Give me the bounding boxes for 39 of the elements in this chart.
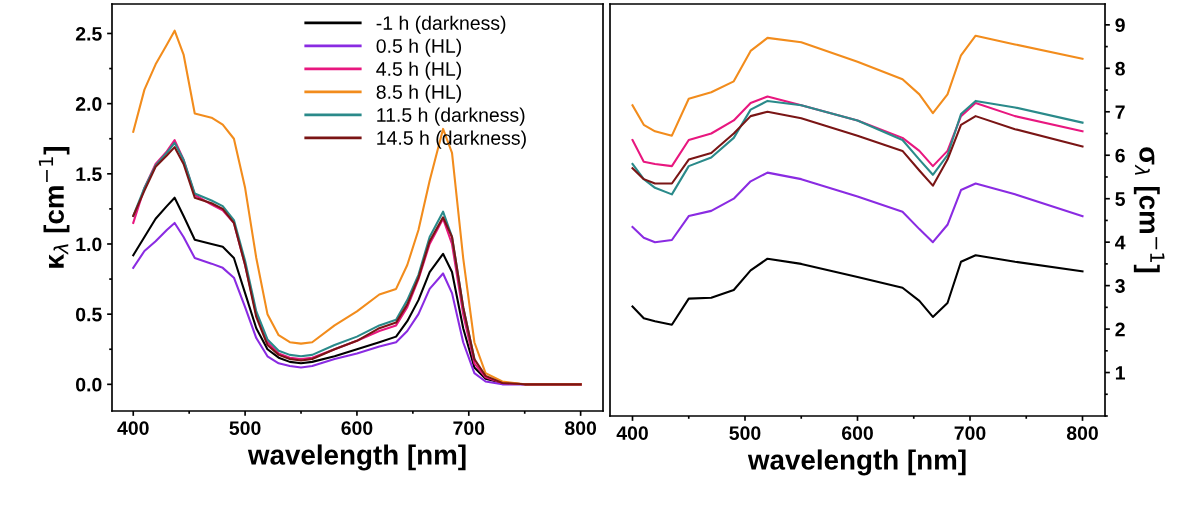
x-axis-title: wavelength [nm] <box>247 444 466 471</box>
x-tick-label: 400 <box>616 426 648 440</box>
line-series <box>631 110 1084 187</box>
y2-tick-label: 1 <box>1115 366 1125 380</box>
line-series <box>631 254 1084 326</box>
y2-axis-title: σ$_{λ}$ [cm$^{−1}$] <box>1133 147 1165 273</box>
y-tick-label: 0.5 <box>76 307 102 322</box>
y2-tick-label: 5 <box>1115 192 1125 206</box>
x-tick-label: 600 <box>341 421 373 435</box>
y2-tick-label: 4 <box>1115 235 1126 250</box>
line-series <box>631 99 1084 196</box>
x-tick-label: 500 <box>729 426 761 440</box>
y2-tick-label: 7 <box>1115 105 1125 119</box>
y2-tick-label: 6 <box>1115 148 1125 163</box>
y2-tick-label: 8 <box>1115 61 1125 76</box>
y-tick-label: 1.0 <box>76 237 102 252</box>
line-series <box>631 34 1084 137</box>
y-tick-label: 0.0 <box>76 377 102 392</box>
y-tick-label: 2.5 <box>75 26 102 41</box>
legend-label: 4.5 h (HL) <box>376 61 462 80</box>
x-tick-label: 700 <box>954 426 986 440</box>
y-tick-label: 2.0 <box>75 97 102 111</box>
legend-label: 8.5 h (HL) <box>376 84 462 103</box>
x-tick-label: 600 <box>841 426 873 440</box>
y-tick-label: 1.5 <box>76 167 102 182</box>
x-tick-label: 800 <box>565 421 597 435</box>
y2-tick-label: 3 <box>1115 279 1125 293</box>
legend-label: 0.5 h (HL) <box>376 38 462 57</box>
x-tick-label: 700 <box>453 421 485 435</box>
y2-tick-label: 2 <box>1115 322 1125 337</box>
x-tick-label: 400 <box>117 421 149 435</box>
x-tick-label: 800 <box>1066 426 1098 440</box>
line-series <box>631 171 1084 244</box>
legend-label: 11.5 h (darkness) <box>377 107 525 126</box>
legend-label: -1 h (darkness) <box>376 15 506 34</box>
x-axis-title: wavelength [nm] <box>747 449 966 476</box>
y-axis-title: κ$_{λ}$ [cm$^{−1}$] <box>38 147 70 268</box>
y2-tick-label: 9 <box>1115 18 1125 33</box>
x-tick-label: 500 <box>229 421 261 435</box>
